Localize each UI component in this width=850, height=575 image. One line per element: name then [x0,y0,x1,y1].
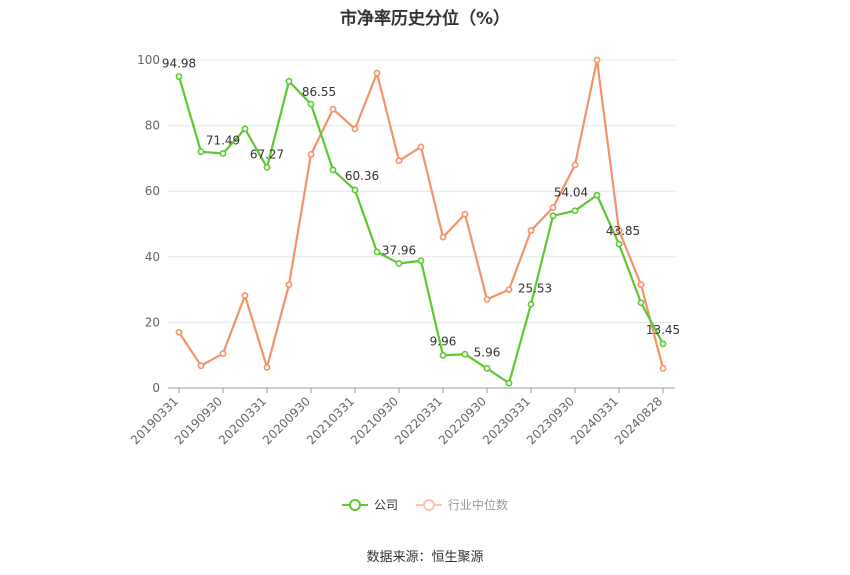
source-note: 数据来源：恒生聚源 [366,550,484,565]
data-point-company [615,240,623,248]
data-point-company [527,300,535,308]
data-label-company: 43.85 [606,224,640,238]
data-label-company: 54.04 [554,186,588,200]
data-point-company [351,186,359,194]
data-point-industry-median [461,210,469,218]
data-point-company [197,148,205,156]
data-point-industry-median [263,363,271,371]
series-line-company [177,76,664,385]
data-point-industry-median [285,281,293,289]
data-label-company: 25.53 [518,281,552,295]
data-point-industry-median [593,56,601,64]
data-point-industry-median [395,157,403,165]
data-point-industry-median [417,143,425,151]
data-point-industry-median [197,362,205,370]
chart-title: 市净率历史分位（%） [339,9,511,29]
data-point-company [175,73,183,80]
legend-item-industry-median[interactable]: 行业中位数 [416,496,508,513]
data-point-industry-median [615,227,623,234]
y-tick-label: 60 [145,184,160,198]
data-point-industry-median [659,364,667,372]
data-label-company: 86.55 [302,85,336,99]
data-point-company [505,379,513,387]
data-label-company: 71.49 [206,134,240,148]
data-point-company [373,248,381,256]
data-labels: 94.98 71.49 67.27 86.55 60.36 37.96 9.96 5.96 25… [162,56,680,359]
data-point-company [483,365,491,372]
data-point-industry-median [549,204,557,211]
series-lines [175,56,667,387]
data-point-industry-median [329,105,337,113]
data-point-industry-median [637,281,645,289]
data-point-company [439,351,447,359]
data-point-industry-median [571,161,579,169]
data-label-company: 5.96 [474,345,501,359]
legend: 公司 行业中位数 [0,496,850,513]
legend-company-swatch-icon [341,498,368,512]
data-label-company: 94.98 [162,56,196,70]
y-tick-label: 100 [137,53,160,67]
y-tick-label: 40 [145,250,160,264]
data-point-company [219,150,227,157]
legend-company-label: 公司 [373,498,398,512]
data-point-company [461,350,469,358]
data-point-industry-median [175,328,183,336]
data-point-company [571,207,579,215]
data-point-industry-median [351,125,359,133]
data-label-company: 67.27 [250,147,284,161]
y-tick-label: 0 [152,381,160,395]
data-point-company [329,166,337,174]
data-point-company [659,340,667,348]
data-point-industry-median [241,292,249,299]
data-point-industry-median [505,286,513,293]
data-point-company [395,260,403,267]
legend-item-company[interactable]: 公司 [341,496,398,513]
data-point-company [417,257,425,265]
data-point-industry-median [483,296,491,303]
data-point-industry-median [439,233,447,241]
data-point-industry-median [527,227,535,234]
data-point-company [241,125,249,133]
data-point-company [593,191,601,199]
data-point-company [549,212,557,220]
data-label-company: 37.96 [382,243,416,257]
legend-industry-swatch-icon [416,498,442,512]
data-label-company: 60.36 [345,169,379,183]
data-point-industry-median [373,69,381,77]
legend-industry-label: 行业中位数 [448,498,509,512]
y-tick-label: 20 [145,315,160,329]
data-point-company [285,77,293,85]
y-tick-label: 80 [145,119,160,133]
data-point-industry-median [219,350,227,357]
data-label-company: 13.45 [646,323,680,337]
grid-lines [168,59,675,323]
data-point-company [637,299,645,307]
data-point-company [263,163,271,171]
data-point-industry-median [307,151,315,158]
data-point-company [307,100,315,108]
data-label-company: 9.96 [430,334,457,348]
x-tick-label: 20240828 [612,394,665,447]
